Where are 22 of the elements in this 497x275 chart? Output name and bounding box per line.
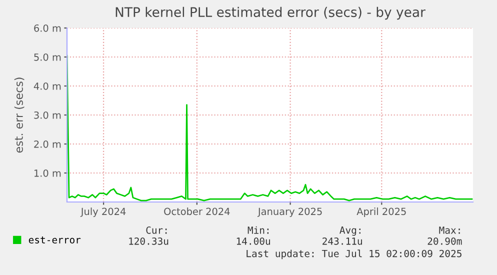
text: Cur: <box>146 226 167 234</box>
legend-label: est-error <box>28 236 81 244</box>
x-tick-label: January 2025 <box>257 208 322 217</box>
text: 120.33u <box>129 237 168 245</box>
text: 20.90m <box>428 237 462 245</box>
chart-title: NTP kernel PLL estimated error (secs) - by year <box>116 6 426 20</box>
x-tick-label: October 2024 <box>164 208 230 216</box>
text: 14.00u <box>236 237 270 245</box>
y-tick-label: 1.0 m <box>34 169 61 177</box>
y-tick-label: 5.0 m <box>34 53 61 61</box>
y-axis-title: est. err (secs) <box>14 78 24 153</box>
text: 243.11u <box>322 237 362 245</box>
text: Max: <box>439 226 460 234</box>
text: Last update: Tue Jul 15 02:00:09 2025 <box>246 250 462 260</box>
x-tick-label: April 2025 <box>356 208 406 217</box>
text: Avg: <box>340 226 360 236</box>
y-tick-label: 4.0 m <box>34 82 61 90</box>
y-tick-label: 3.0 m <box>34 111 61 119</box>
text: Min: <box>248 226 269 234</box>
x-tick-label: July 2024 <box>80 208 126 217</box>
y-tick-label: 6.0 m <box>34 24 61 32</box>
y-tick-label: 2.0 m <box>34 140 61 148</box>
